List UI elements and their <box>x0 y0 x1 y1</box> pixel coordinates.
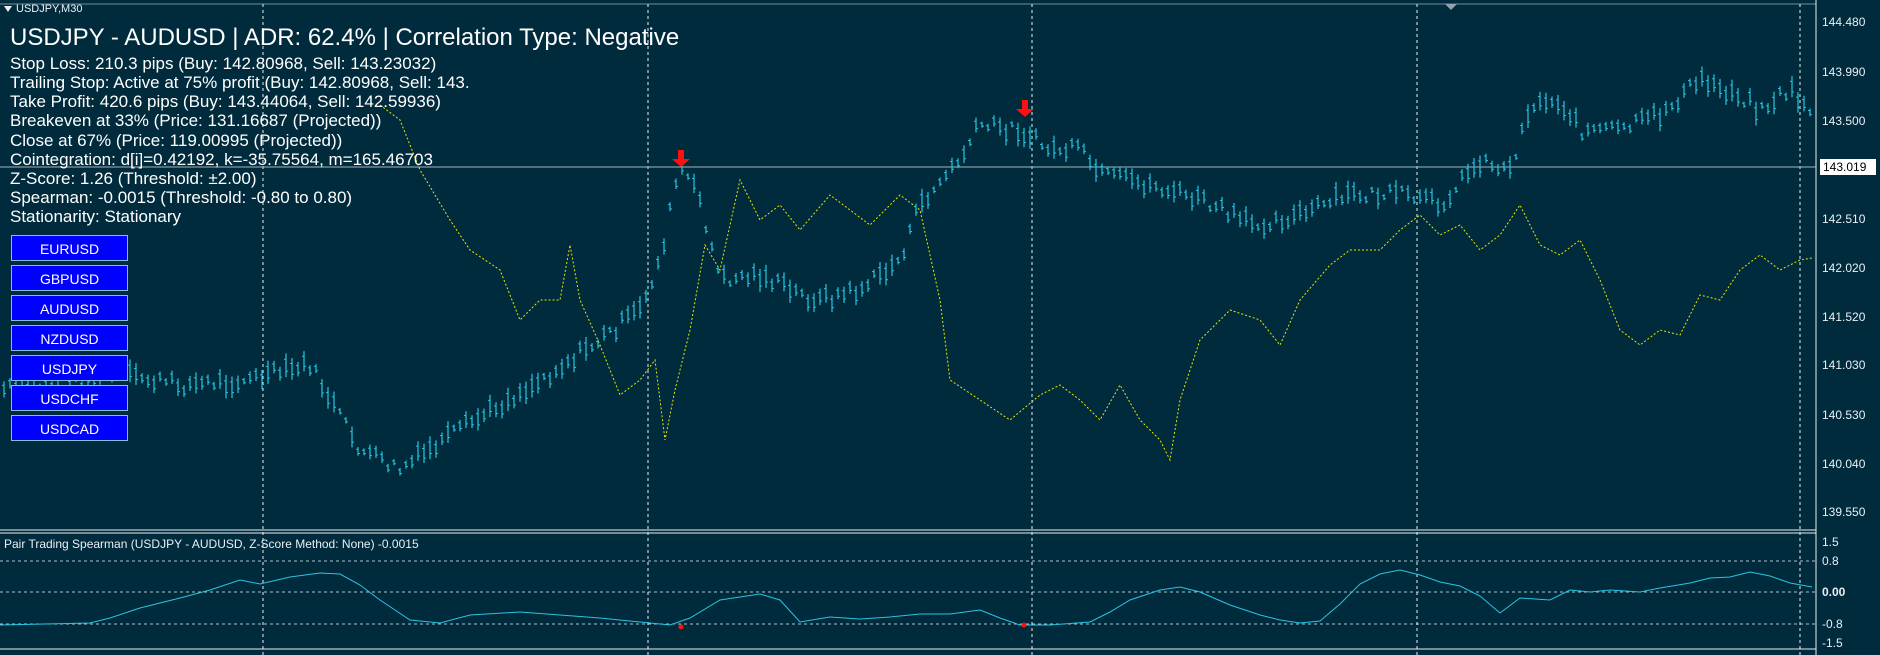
info-spearman: Spearman: -0.0015 (Threshold: -0.80 to 0… <box>10 188 353 207</box>
spearman-indicator-line <box>0 569 1813 630</box>
audusd-line-path <box>379 104 1813 462</box>
info-trailing-stop: Trailing Stop: Active at 75% profit (Buy… <box>10 73 470 92</box>
price-axis-label: 140.040 <box>1822 457 1866 471</box>
signal-dot <box>1021 622 1027 628</box>
usdjpy-candles <box>2 66 1812 476</box>
info-stop-loss: Stop Loss: 210.3 pips (Buy: 142.80968, S… <box>10 54 437 73</box>
pair-button-usdchf[interactable]: USDCHF <box>11 385 128 411</box>
grid-lines <box>0 0 1817 655</box>
indicator-level-label: 0.8 <box>1822 554 1839 568</box>
current-price-tag: 143.019 <box>1820 159 1876 175</box>
pair-button-usdjpy[interactable]: USDJPY <box>11 355 128 381</box>
indicator-level-label: -1.5 <box>1822 636 1843 650</box>
price-axis-label: 143.990 <box>1822 65 1866 79</box>
pair-button-usdcad[interactable]: USDCAD <box>11 415 128 441</box>
pair-button-eurusd[interactable]: EURUSD <box>11 235 128 261</box>
indicator-level-label: 1.5 <box>1822 535 1839 549</box>
signal-arrows <box>672 100 1034 167</box>
symbol-title-text: USDJPY,M30 <box>16 3 83 15</box>
info-take-profit: Take Profit: 420.6 pips (Buy: 143.44064,… <box>10 92 441 111</box>
pair-button-nzdusd[interactable]: NZDUSD <box>11 325 128 351</box>
pair-button-gbpusd[interactable]: GBPUSD <box>11 265 128 291</box>
dropdown-triangle-icon[interactable] <box>4 6 12 13</box>
scroll-marker-icon <box>1445 4 1457 10</box>
price-axis-label: 143.500 <box>1822 114 1866 128</box>
info-zscore: Z-Score: 1.26 (Threshold: ±2.00) <box>10 169 257 188</box>
info-close: Close at 67% (Price: 119.00995 (Projecte… <box>10 131 343 150</box>
info-breakeven: Breakeven at 33% (Price: 131.16687 (Proj… <box>10 111 382 130</box>
price-axis-label: 141.520 <box>1822 310 1866 324</box>
pair-header: USDJPY - AUDUSD | ADR: 62.4% | Correlati… <box>10 24 680 51</box>
info-stationarity: Stationarity: Stationary <box>10 207 182 226</box>
price-axis-label: 144.480 <box>1822 15 1866 29</box>
indicator-level-label: -0.8 <box>1822 617 1843 631</box>
price-axis-label: 140.530 <box>1822 408 1866 422</box>
info-cointegration: Cointegration: d[i]=0.42192, k=-35.75564… <box>10 150 433 169</box>
sell-arrow-icon <box>1016 100 1034 117</box>
price-axis-label: 139.550 <box>1822 505 1866 519</box>
audusd-overlay-line <box>379 104 1813 462</box>
indicator-title: Pair Trading Spearman (USDJPY - AUDUSD, … <box>4 537 419 551</box>
spearman-line-path <box>0 569 1813 626</box>
indicator-level-label: 0.00 <box>1822 585 1846 599</box>
pair-button-audusd[interactable]: AUDUSD <box>11 295 128 321</box>
signal-dot <box>678 624 684 630</box>
price-axis-label: 142.020 <box>1822 261 1866 275</box>
chart-symbol-title[interactable]: USDJPY,M30 <box>4 3 82 15</box>
sell-arrow-icon <box>672 150 690 167</box>
price-axis-label: 141.030 <box>1822 358 1866 372</box>
price-axis-label: 142.510 <box>1822 212 1866 226</box>
